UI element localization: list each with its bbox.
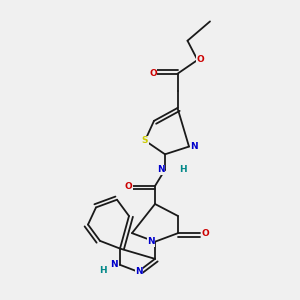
Text: N: N <box>157 165 165 174</box>
Text: S: S <box>142 136 148 145</box>
Text: N: N <box>110 260 118 269</box>
Text: N: N <box>147 237 155 246</box>
Text: H: H <box>179 165 187 174</box>
Text: O: O <box>201 229 209 238</box>
Text: O: O <box>124 182 132 190</box>
Text: O: O <box>196 56 204 64</box>
Text: N: N <box>190 142 198 151</box>
Text: H: H <box>99 266 107 275</box>
Text: N: N <box>135 267 143 276</box>
Text: O: O <box>149 69 157 78</box>
